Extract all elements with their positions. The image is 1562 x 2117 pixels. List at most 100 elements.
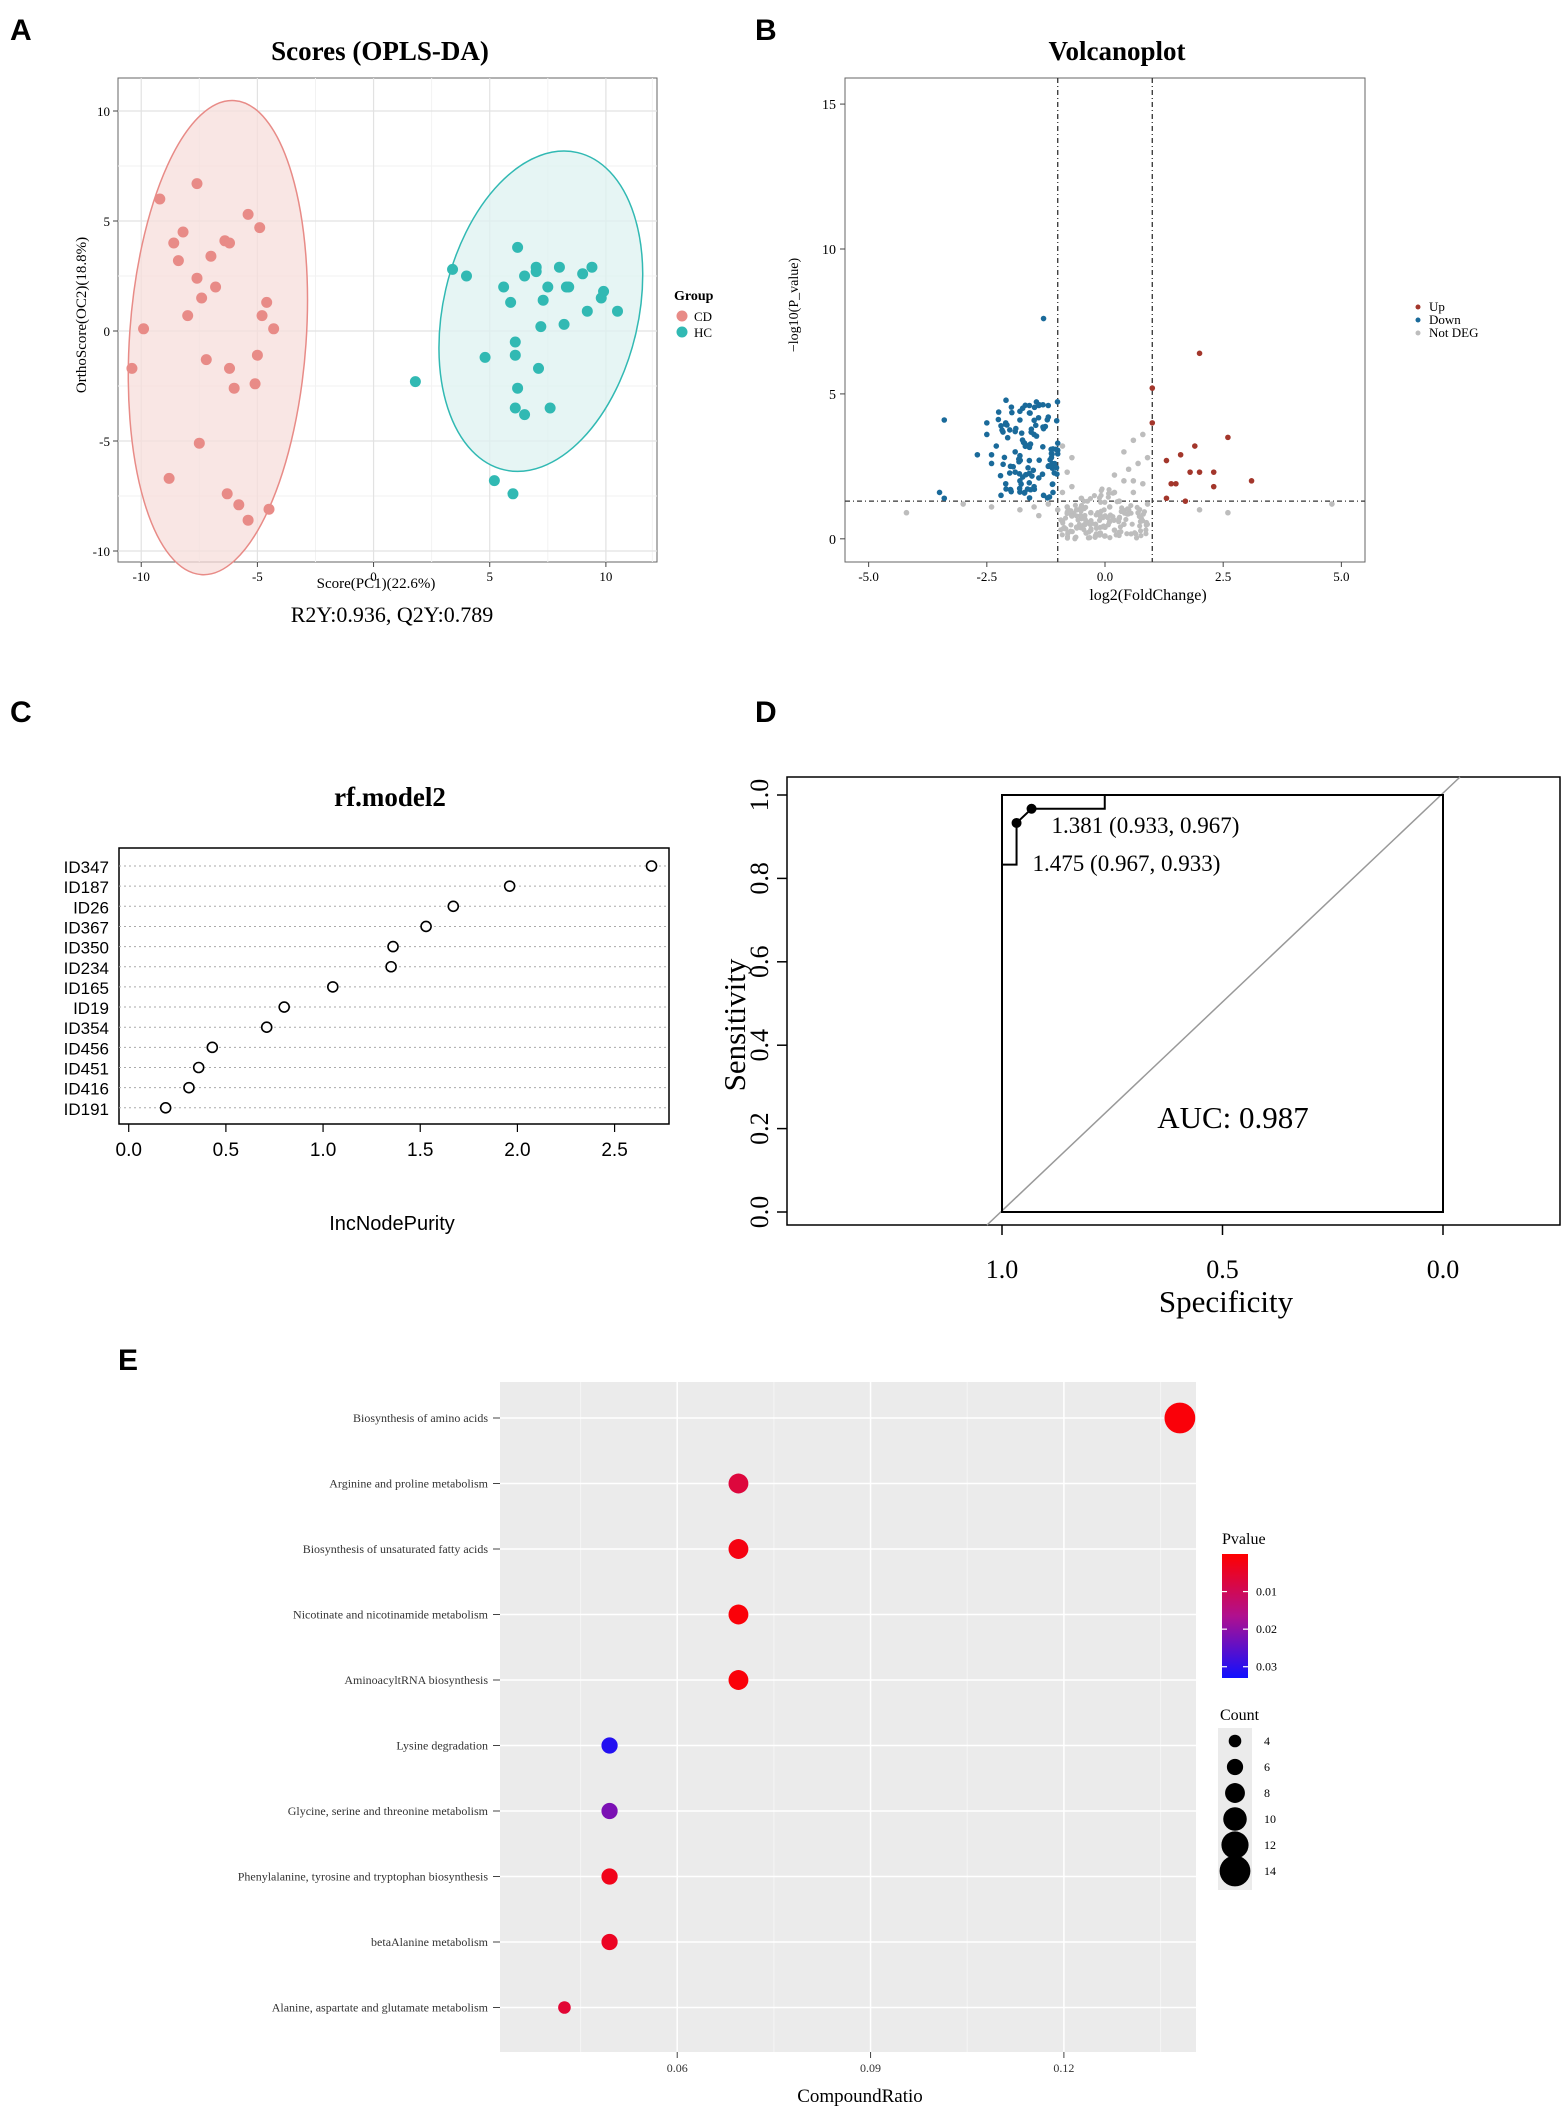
panel-label-e: E — [118, 1344, 138, 1377]
pathway-point — [601, 1933, 618, 1951]
point-down — [1040, 444, 1046, 450]
point-down — [1033, 433, 1040, 439]
variable-label: ID347 — [64, 858, 109, 877]
pathway-label: Biosynthesis of amino acids — [353, 1411, 488, 1425]
point-down — [1003, 486, 1009, 492]
point-hc — [537, 294, 549, 306]
variable-label: ID367 — [64, 918, 109, 937]
variable-label: ID19 — [73, 999, 109, 1018]
point-up — [1163, 457, 1170, 464]
point-up — [1187, 469, 1193, 475]
panel-c-plot-area — [118, 847, 670, 1125]
panel-c-rows: ID347ID187ID26ID367ID350ID234ID165ID19ID… — [64, 858, 669, 1119]
panel-e-grid — [500, 1382, 1196, 2052]
point-down — [1010, 463, 1016, 470]
point-up — [1149, 385, 1156, 391]
point-not-deg — [1068, 508, 1074, 514]
point-cd — [196, 292, 208, 304]
point-cd — [249, 378, 261, 390]
point-hc — [558, 318, 570, 330]
point-hc — [598, 285, 610, 297]
pathway-point — [1164, 1402, 1196, 1434]
panel-c-rf-model2: rf.model2 ID347ID187ID26ID367ID350ID234I… — [64, 782, 670, 1235]
point-up — [1163, 495, 1170, 502]
importance-point — [183, 1081, 195, 1094]
panel-e-count-legend: Count 4 6 8 10 12 14 — [1218, 1707, 1276, 1890]
point-cd — [251, 349, 263, 361]
point-cd — [224, 237, 236, 249]
pathway-label: Lysine degradation — [396, 1739, 488, 1753]
point-cd — [205, 250, 217, 262]
importance-point — [387, 940, 399, 953]
point-not-deg — [1069, 454, 1075, 461]
point-hc — [581, 305, 593, 317]
panel-label-a: A — [10, 14, 32, 47]
point-not-deg — [1082, 512, 1088, 519]
point-hc — [409, 376, 421, 388]
count-legend-key — [1219, 1855, 1251, 1887]
point-down — [1009, 409, 1015, 416]
panel-b-legend-up: Up — [1429, 299, 1445, 314]
panel-b-legend: Up Down Not DEG — [1415, 299, 1478, 340]
y-tick-label: 0.6 — [745, 946, 774, 979]
point-cd — [268, 323, 280, 335]
point-not-deg — [1062, 515, 1069, 521]
y-tick-label: -5 — [99, 434, 110, 449]
point-down — [1031, 404, 1038, 411]
roc-threshold-label: 1.381 (0.933, 0.967) — [1052, 813, 1240, 838]
point-down — [1031, 417, 1037, 424]
point-up — [1168, 480, 1174, 487]
count-legend-key — [1225, 1783, 1245, 1803]
point-hc — [553, 261, 565, 273]
point-down — [1032, 422, 1039, 429]
count-legend-label: 4 — [1264, 1734, 1270, 1748]
point-cd — [172, 255, 184, 267]
y-tick-label: 0.2 — [745, 1112, 774, 1145]
pathway-point — [728, 1604, 749, 1625]
point-down — [1018, 430, 1025, 436]
panel-a-scores-opls-da: Scores (OPLS-DA) -10 -5 0 5 10 -10 -5 0 5 10 Sco… — [74, 36, 714, 627]
roc-curve-line — [1001, 794, 1443, 1212]
point-hc — [509, 402, 521, 414]
pathway-point — [728, 1670, 749, 1690]
point-down — [1025, 465, 1031, 471]
point-up — [1192, 443, 1198, 449]
panel-a-points — [126, 178, 624, 526]
variable-label: ID234 — [64, 959, 109, 978]
x-tick-label: 10 — [599, 569, 612, 584]
point-not-deg — [1017, 507, 1023, 513]
importance-point — [420, 920, 432, 933]
importance-point — [278, 1001, 290, 1013]
point-hc — [447, 263, 459, 275]
point-not-deg — [1097, 532, 1103, 538]
point-not-deg — [1140, 431, 1146, 438]
point-not-deg — [1078, 508, 1084, 514]
count-legend-label: 6 — [1264, 1760, 1270, 1774]
panel-e-pvalue-legend: Pvalue 0.01 0.02 0.03 — [1222, 1531, 1277, 1678]
panel-d-plot-frame — [786, 776, 1561, 1226]
pvalue-tick-label: 0.01 — [1256, 1585, 1277, 1599]
count-legend-key — [1226, 1758, 1244, 1776]
panel-label-c: C — [10, 696, 32, 729]
x-tick-label: 0.5 — [1206, 1255, 1239, 1284]
panel-c-x-label: IncNodePurity — [329, 1213, 455, 1235]
panel-a-ellipses — [127, 99, 644, 576]
point-down — [974, 451, 981, 458]
point-not-deg — [1137, 528, 1144, 534]
point-down — [1053, 446, 1059, 453]
count-legend-title: Count — [1220, 1707, 1260, 1724]
point-down — [1035, 414, 1042, 421]
x-tick-label: 1.5 — [407, 1140, 433, 1161]
point-down — [1027, 441, 1034, 447]
point-not-deg — [1099, 486, 1105, 492]
point-not-deg — [903, 509, 910, 516]
point-not-deg — [1036, 512, 1042, 519]
point-down — [1002, 480, 1009, 487]
point-down — [1006, 427, 1013, 433]
point-not-deg — [1124, 531, 1130, 537]
point-hc — [488, 475, 500, 487]
point-down — [998, 422, 1004, 429]
y-tick-label: 10 — [822, 243, 836, 258]
point-hc — [577, 268, 589, 280]
point-not-deg — [1138, 533, 1144, 539]
